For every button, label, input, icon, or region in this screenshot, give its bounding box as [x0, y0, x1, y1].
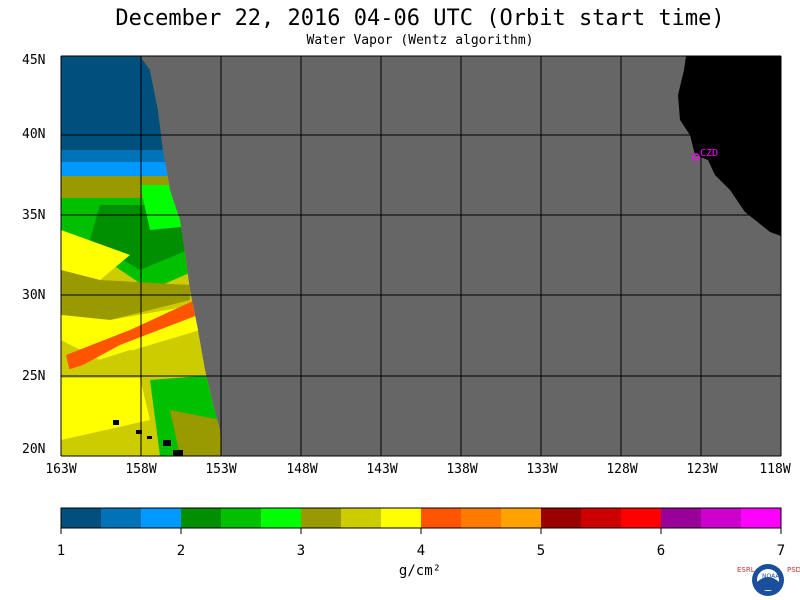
colorbar-tick-label: 4 [416, 543, 426, 559]
lat-label: 25N [22, 369, 46, 384]
colorbar-swatch [381, 508, 421, 528]
colorbar-swatch [341, 508, 381, 528]
colorbar-swatch [61, 508, 101, 528]
lat-label: 40N [22, 127, 46, 142]
map-title: December 22, 2016 04-06 UTC (Orbit start… [115, 6, 725, 31]
colorbar-swatch [221, 508, 261, 528]
lat-label: 45N [22, 53, 46, 68]
colorbar-swatch [621, 508, 661, 528]
lon-label: 118W [759, 462, 791, 477]
colorbar-swatch [541, 508, 581, 528]
lat-label: 35N [22, 208, 46, 223]
logo-letter: NOAA [762, 573, 780, 580]
lon-label: 163W [45, 462, 77, 477]
lat-lon-grid [60, 55, 782, 457]
land-north-america [678, 56, 781, 236]
lon-label: 128W [606, 462, 638, 477]
colorbar-swatch [261, 508, 301, 528]
lon-label: 133W [526, 462, 558, 477]
colorbar-units: g/cm² [398, 563, 442, 579]
lon-label: 148W [286, 462, 318, 477]
colorbar [60, 507, 782, 534]
colorbar-tick-label: 2 [176, 543, 186, 559]
lat-label: 30N [22, 288, 46, 303]
logo-letter: ESRL [737, 566, 755, 574]
colorbar-swatch [501, 508, 541, 528]
colorbar-tick-label: 7 [776, 543, 786, 559]
colorbar-swatch [421, 508, 461, 528]
colorbar-swatch [661, 508, 701, 528]
colorbar-tick-label: 1 [56, 543, 66, 559]
lon-label: 123W [686, 462, 718, 477]
lon-label: 158W [125, 462, 157, 477]
lat-label: 20N [22, 442, 46, 457]
colorbar-swatch [741, 508, 781, 528]
colorbar-swatch [101, 508, 141, 528]
lon-label: 143W [366, 462, 398, 477]
lon-label: 153W [205, 462, 237, 477]
colorbar-tick-label: 5 [536, 543, 546, 559]
colorbar-tick-label: 3 [296, 543, 306, 559]
logo-letter: PSD [787, 566, 800, 574]
station-marker: CZD [692, 148, 718, 161]
map-subtitle: Water Vapor (Wentz algorithm) [306, 33, 534, 48]
colorbar-tick-label: 6 [656, 543, 666, 559]
colorbar-swatch [581, 508, 621, 528]
lon-label: 138W [446, 462, 478, 477]
station-label: CZD [700, 148, 718, 159]
colorbar-swatch [181, 508, 221, 528]
colorbar-swatch [301, 508, 341, 528]
hawaii-islands [113, 420, 183, 456]
colorbar-swatch [141, 508, 181, 528]
noaa-logo: ESRL NOAA PSD [737, 564, 800, 596]
colorbar-swatch [701, 508, 741, 528]
colorbar-swatch [461, 508, 501, 528]
